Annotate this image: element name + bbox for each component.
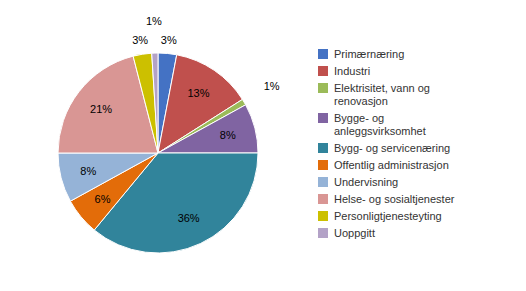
html-text:Primærnæring: Primærnæring <box>334 47 405 60</box>
html-text:Uoppgitt: Uoppgitt <box>334 226 375 239</box>
svg-text:36%: 36% <box>178 212 200 224</box>
svg-text:1%: 1% <box>146 15 162 27</box>
html-text:Undervisning: Undervisning <box>334 175 399 188</box>
svg-text:3%: 3% <box>132 34 148 46</box>
html-text:Helse- og sosialtjenester: Helse- og sosialtjenester <box>334 192 455 205</box>
svg-text:21%: 21% <box>90 103 112 115</box>
html-text:Elektrisitet, vann og renovasj: Elektrisitet, vann og renovasjon <box>334 81 430 107</box>
svg-text:3%: 3% <box>161 34 177 46</box>
html-text:Bygge- og anleggsvirksomhet: Bygge- og anleggsvirksomhet <box>334 111 426 137</box>
svg-text:6%: 6% <box>95 193 111 205</box>
svg-text:8%: 8% <box>220 129 236 141</box>
svg-text:13%: 13% <box>187 87 209 99</box>
html-text:Personligtjenesteyting: Personligtjenesteyting <box>334 209 442 222</box>
html-text:Industri: Industri <box>334 64 371 77</box>
svg-text:8%: 8% <box>80 165 96 177</box>
html-text:Bygg- og servicenæring: Bygg- og servicenæring <box>334 141 451 154</box>
svg-text:1%: 1% <box>264 80 280 92</box>
html-text:Offentlig administrasjon: Offentlig administrasjon <box>334 158 449 171</box>
